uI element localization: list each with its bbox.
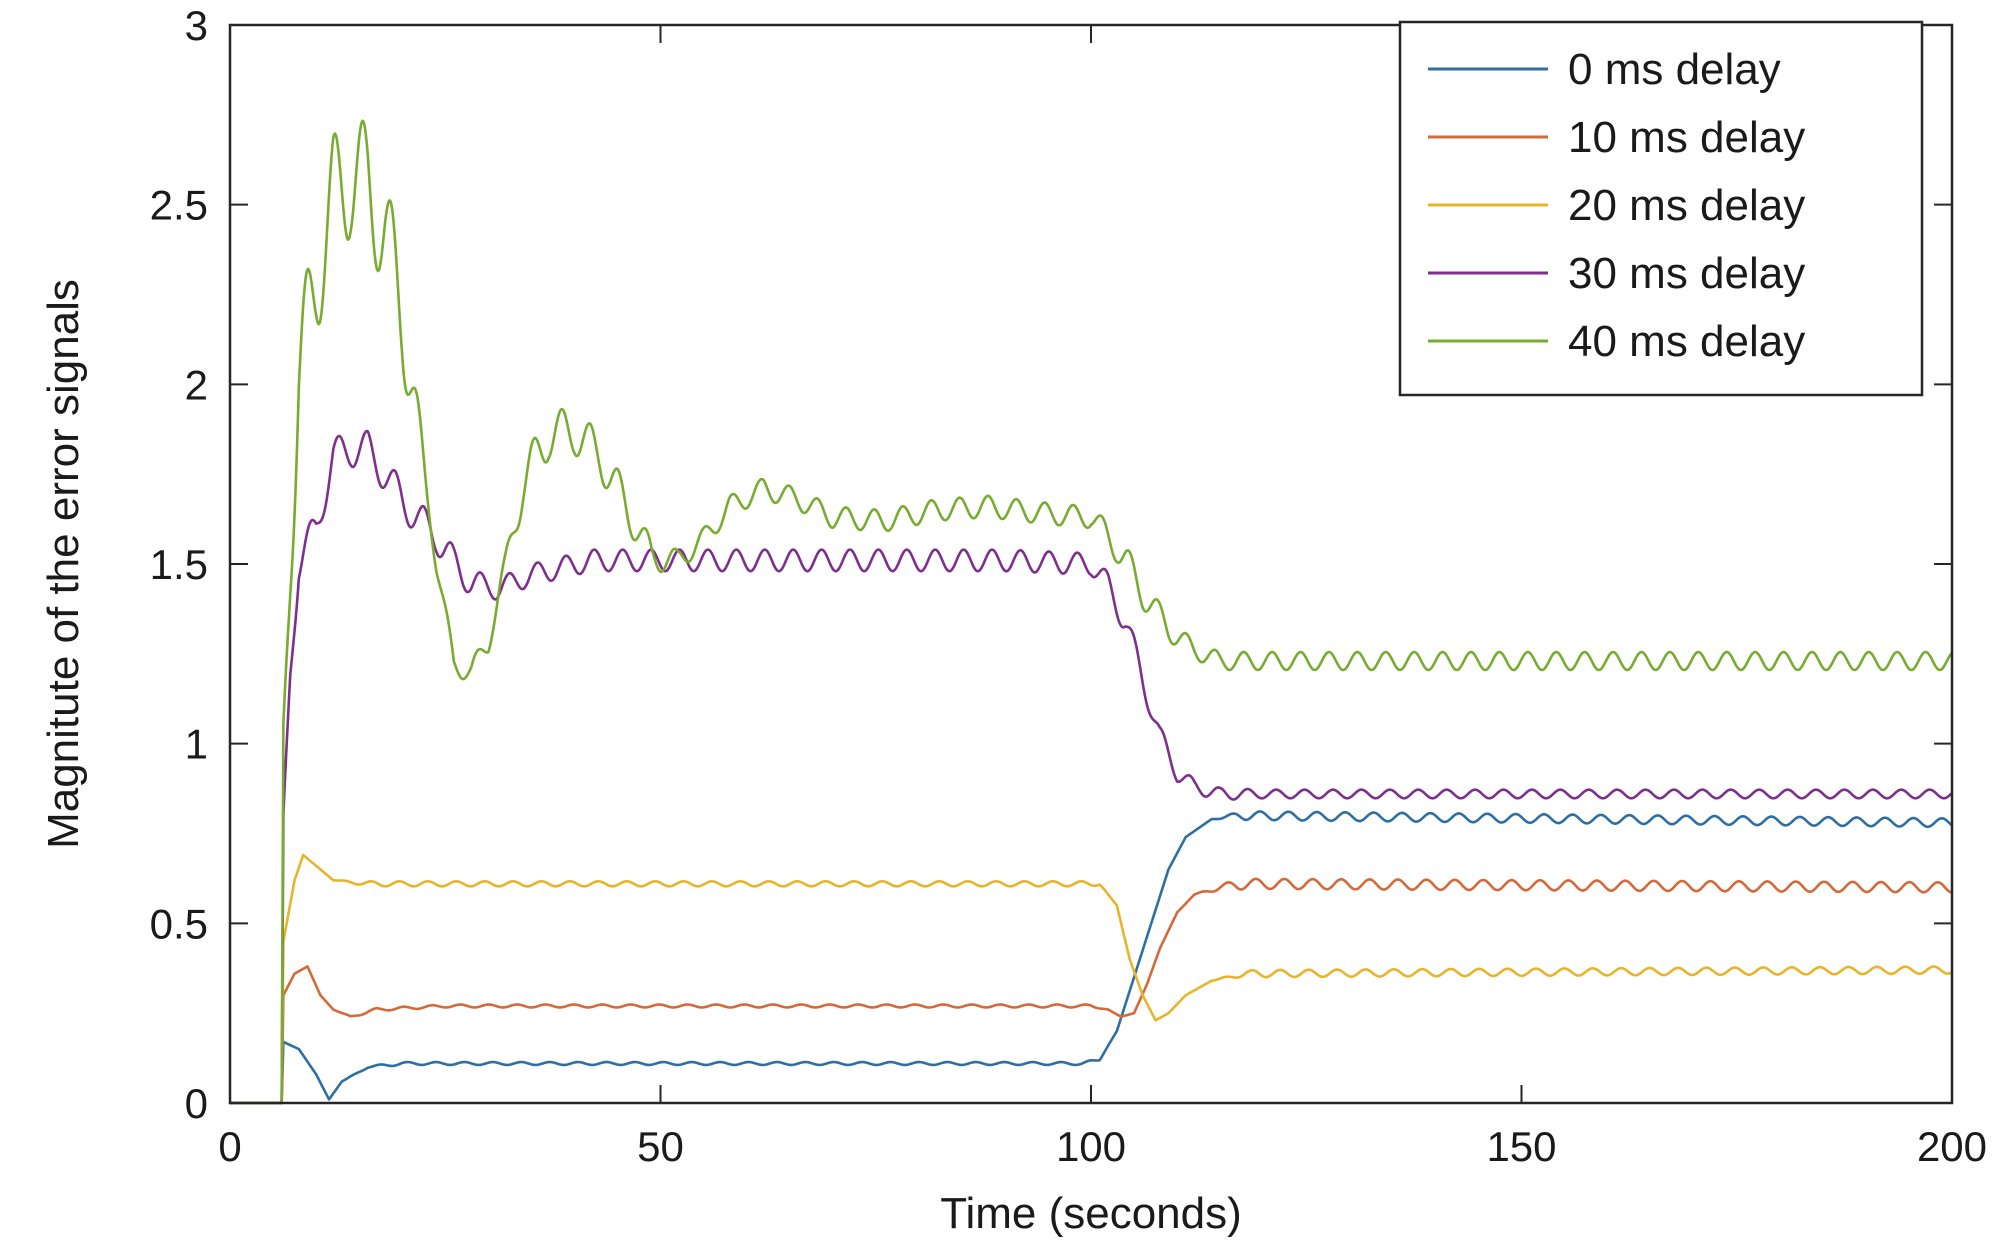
y-tick-label: 2.5 (150, 182, 208, 229)
y-tick-label: 1.5 (150, 541, 208, 588)
x-axis-label: Time (seconds) (940, 1189, 1242, 1238)
series-line-0 (229, 810, 1953, 1105)
y-tick-label: 1 (185, 721, 208, 768)
series-line-2 (229, 853, 1953, 1105)
ticks-layer: 0 50 100 150 200 0 0.5 1 1.5 2 2.5 3 (150, 2, 1987, 1170)
x-tick-label: 0 (218, 1123, 241, 1170)
legend: 0 ms delay 10 ms delay 20 ms delay 30 ms de… (1398, 20, 1924, 397)
series-line-3 (229, 429, 1953, 1105)
x-tick-label: 150 (1486, 1123, 1556, 1170)
series-layer (229, 119, 1953, 1105)
legend-label: 0 ms delay (1568, 45, 1781, 94)
x-tick-label: 50 (637, 1123, 684, 1170)
legend-items: 0 ms delay 10 ms delay 20 ms delay 30 ms de… (1428, 45, 1805, 366)
y-axis-label: Magnitute of the error signals (39, 279, 88, 849)
x-tick-label: 100 (1056, 1123, 1126, 1170)
legend-label: 20 ms delay (1568, 181, 1805, 230)
x-tick-label: 200 (1917, 1123, 1987, 1170)
legend-box (1398, 20, 1924, 397)
legend-label: 40 ms delay (1568, 317, 1805, 366)
y-tick-label: 0.5 (150, 900, 208, 947)
legend-label: 10 ms delay (1568, 113, 1805, 162)
legend-label: 30 ms delay (1568, 249, 1805, 298)
series-line-4 (229, 119, 1953, 1105)
y-tick-label: 0 (185, 1080, 208, 1127)
y-tick-label: 2 (185, 361, 208, 408)
y-tick-label: 3 (185, 2, 208, 49)
series-line-1 (229, 877, 1953, 1105)
